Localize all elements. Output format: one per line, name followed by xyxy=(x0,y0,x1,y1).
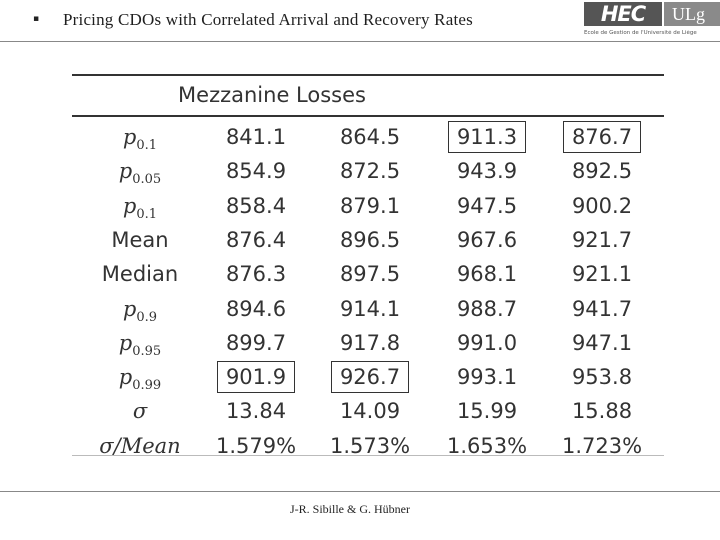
row-label: Mean xyxy=(80,223,200,257)
mezzanine-losses-table: Mezzanine Losses p0.1 841.1 864.5 911.3 876.… xyxy=(72,74,664,458)
row-label-text: p xyxy=(122,193,137,218)
table-cell: 1.653% xyxy=(447,433,528,458)
table-cell: 967.6 xyxy=(456,227,518,252)
row-label: p0.9 xyxy=(80,292,200,326)
table-cell: 1.723% xyxy=(562,433,643,458)
table-cell: 1.579% xyxy=(216,433,297,458)
ulg-logo: ULg xyxy=(664,2,720,26)
row-label-text: σ/Mean xyxy=(99,433,181,458)
table-cell: 900.2 xyxy=(571,193,633,218)
table-cell: 911.3 xyxy=(447,120,527,154)
table-top-rule xyxy=(72,74,664,76)
footer-divider xyxy=(0,491,720,492)
table-cell: 943.9 xyxy=(456,159,518,184)
table-cell: 896.5 xyxy=(339,227,401,252)
row-label-text: Mean xyxy=(111,227,169,252)
table-cell: 921.1 xyxy=(571,262,633,287)
table-cell: 15.88 xyxy=(571,399,633,424)
row-label-text: p xyxy=(122,296,137,321)
table-cell: 947.5 xyxy=(456,193,518,218)
row-label-subscript: 0.95 xyxy=(132,343,162,359)
table-cell: 15.99 xyxy=(456,399,518,424)
table-cell: 988.7 xyxy=(456,296,518,321)
bullet-icon: ▪ xyxy=(33,14,40,24)
row-label-subscript: 0.05 xyxy=(132,172,162,188)
table-cell: 876.7 xyxy=(562,120,642,154)
table-cell: 991.0 xyxy=(456,330,518,355)
table-caption: Mezzanine Losses xyxy=(178,83,366,107)
row-label-text: Median xyxy=(101,262,179,287)
row-label-subscript: 0.1 xyxy=(136,206,158,222)
row-label-text: p xyxy=(118,159,133,184)
table-cell: 917.8 xyxy=(339,330,401,355)
table-cell: 901.9 xyxy=(216,360,296,394)
row-label-text: σ xyxy=(132,399,148,424)
footer-authors: J-R. Sibille & G. Hübner xyxy=(290,502,410,516)
slide-title: Pricing CDOs with Correlated Arrival and… xyxy=(63,10,473,29)
table-cell: 854.9 xyxy=(225,159,287,184)
table-row: p0.05 854.9 872.5 943.9 892.5 xyxy=(72,154,664,188)
table-header-rule xyxy=(72,115,664,117)
table-cell: 897.5 xyxy=(339,262,401,287)
table-row: p0.1 858.4 879.1 947.5 900.2 xyxy=(72,189,664,223)
table-cell: 953.8 xyxy=(571,365,633,390)
row-label-text: p xyxy=(122,125,137,149)
table-cell: 947.1 xyxy=(571,330,633,355)
header-divider xyxy=(0,41,720,42)
hec-logo: HEC xyxy=(584,2,662,26)
table-cell: 926.7 xyxy=(330,360,410,394)
table-row: Mean 876.4 896.5 967.6 921.7 xyxy=(72,223,664,257)
table-cell: 941.7 xyxy=(571,296,633,321)
table-cell: 864.5 xyxy=(339,125,401,149)
table-cell: 894.6 xyxy=(225,296,287,321)
table-cell: 914.1 xyxy=(339,296,401,321)
row-label: p0.99 xyxy=(80,360,200,394)
table-cell: 876.3 xyxy=(225,262,287,287)
table-cell: 13.84 xyxy=(225,399,287,424)
table-row: p0.95 899.7 917.8 991.0 947.1 xyxy=(72,326,664,360)
row-label: p0.95 xyxy=(80,326,200,360)
table-cell: 879.1 xyxy=(339,193,401,218)
table-cell: 921.7 xyxy=(571,227,633,252)
table-cell: 968.1 xyxy=(456,262,518,287)
row-label: p0.05 xyxy=(80,154,200,188)
table-cell: 876.4 xyxy=(225,227,287,252)
row-label-subscript: 0.9 xyxy=(136,309,158,325)
table-bottom-rule xyxy=(72,455,664,456)
table-cell: 993.1 xyxy=(456,365,518,390)
table-row: Median 876.3 897.5 968.1 921.1 xyxy=(72,257,664,291)
table-row: σ/Mean 1.579% 1.573% 1.653% 1.723% xyxy=(72,429,664,463)
table-cell: 858.4 xyxy=(225,193,287,218)
logo-subtitle: École de Gestion de l'Université de Lièg… xyxy=(584,30,697,36)
table-cell: 892.5 xyxy=(571,159,633,184)
table-row: p0.1 841.1 864.5 911.3 876.7 xyxy=(72,120,664,154)
row-label: σ xyxy=(80,394,200,428)
row-label: p0.1 xyxy=(80,120,200,154)
row-label-text: p xyxy=(118,365,133,390)
table-cell: 841.1 xyxy=(225,125,287,149)
row-label: σ/Mean xyxy=(80,429,200,463)
row-label: p0.1 xyxy=(80,189,200,223)
table-cell: 14.09 xyxy=(339,399,401,424)
row-label-subscript: 0.1 xyxy=(136,138,158,153)
row-label: Median xyxy=(80,257,200,291)
row-label-text: p xyxy=(118,330,133,355)
table-cell: 872.5 xyxy=(339,159,401,184)
table-row: p0.9 894.6 914.1 988.7 941.7 xyxy=(72,292,664,326)
table-row: p0.99 901.9 926.7 993.1 953.8 xyxy=(72,360,664,394)
table-cell: 1.573% xyxy=(330,433,411,458)
row-label-subscript: 0.99 xyxy=(132,378,162,394)
table-cell: 899.7 xyxy=(225,330,287,355)
table-row: σ 13.84 14.09 15.99 15.88 xyxy=(72,394,664,428)
logo: HEC ULg École de Gestion de l'Université… xyxy=(584,0,720,42)
